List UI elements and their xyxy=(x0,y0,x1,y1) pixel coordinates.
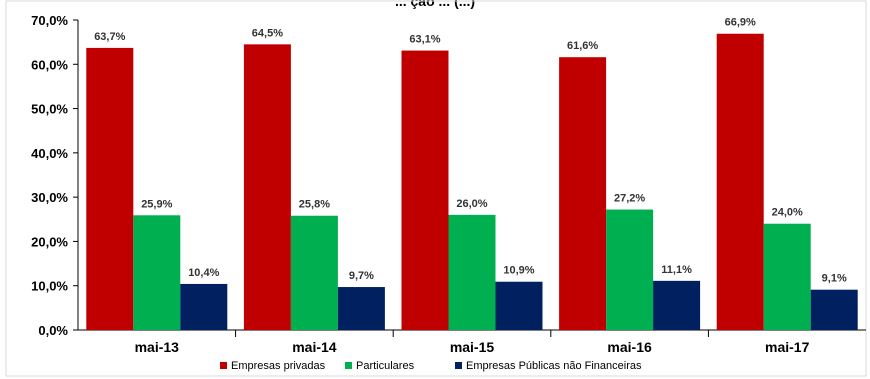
data-label: 63,7% xyxy=(94,31,125,43)
data-label: 11,1% xyxy=(661,264,692,276)
chart-title: ... ção ... (...) xyxy=(395,0,475,9)
bar xyxy=(716,33,764,330)
x-tick-label: mai-17 xyxy=(765,339,810,355)
data-label: 24,0% xyxy=(772,207,803,219)
data-label: 64,5% xyxy=(252,27,283,39)
bar xyxy=(763,223,811,330)
bar xyxy=(290,215,338,330)
legend-swatch xyxy=(220,362,227,369)
legend-label: Particulares xyxy=(356,360,415,372)
legend-label: Empresas Públicas não Financeiras xyxy=(466,360,642,372)
legend-swatch xyxy=(455,362,462,369)
y-tick-label: 0,0% xyxy=(38,323,68,338)
bar xyxy=(86,47,134,331)
data-label: 25,9% xyxy=(141,198,172,210)
y-tick-label: 50,0% xyxy=(31,102,68,117)
x-tick-label: mai-14 xyxy=(292,339,337,355)
data-label: 10,9% xyxy=(503,265,534,277)
data-label: 63,1% xyxy=(409,34,440,46)
bar xyxy=(133,215,181,330)
bar xyxy=(653,280,701,330)
bar xyxy=(180,283,228,330)
bar xyxy=(243,44,291,330)
bars: 63,7% 64,5% 63,1% 61,6% 66,9% 25,9% 25,8% 26,0%… xyxy=(86,17,858,331)
axes: 0,0% 10,0% 20,0% 30,0% 40,0% 50,0% 60,0% 70,0% m… xyxy=(31,13,866,355)
data-label: 9,1% xyxy=(822,273,847,285)
y-tick-label: 60,0% xyxy=(31,57,68,72)
bar xyxy=(495,281,543,330)
y-tick-label: 70,0% xyxy=(31,13,68,28)
data-label: 26,0% xyxy=(456,198,487,210)
y-tick-label: 10,0% xyxy=(31,279,68,294)
data-label: 25,8% xyxy=(299,199,330,211)
bar xyxy=(401,50,449,331)
data-label: 9,7% xyxy=(349,270,374,282)
data-label: 66,9% xyxy=(725,17,756,29)
bar xyxy=(606,209,654,330)
y-tick-label: 40,0% xyxy=(31,146,68,161)
bar xyxy=(448,214,496,330)
x-tick-label: mai-16 xyxy=(607,339,652,355)
legend-label: Empresas privadas xyxy=(231,360,326,372)
legend: Empresas privadas Particulares Empresas Pú… xyxy=(220,360,642,372)
x-tick-label: mai-15 xyxy=(450,339,495,355)
bar xyxy=(810,289,858,330)
bar xyxy=(337,287,385,330)
data-label: 61,6% xyxy=(567,40,598,52)
y-tick-label: 30,0% xyxy=(31,190,68,205)
data-label: 27,2% xyxy=(614,193,645,205)
y-tick-label: 20,0% xyxy=(31,234,68,249)
data-label: 10,4% xyxy=(188,267,219,279)
bar xyxy=(559,57,607,330)
x-tick-label: mai-13 xyxy=(135,339,180,355)
legend-swatch xyxy=(345,362,352,369)
plot-frame xyxy=(5,0,867,377)
